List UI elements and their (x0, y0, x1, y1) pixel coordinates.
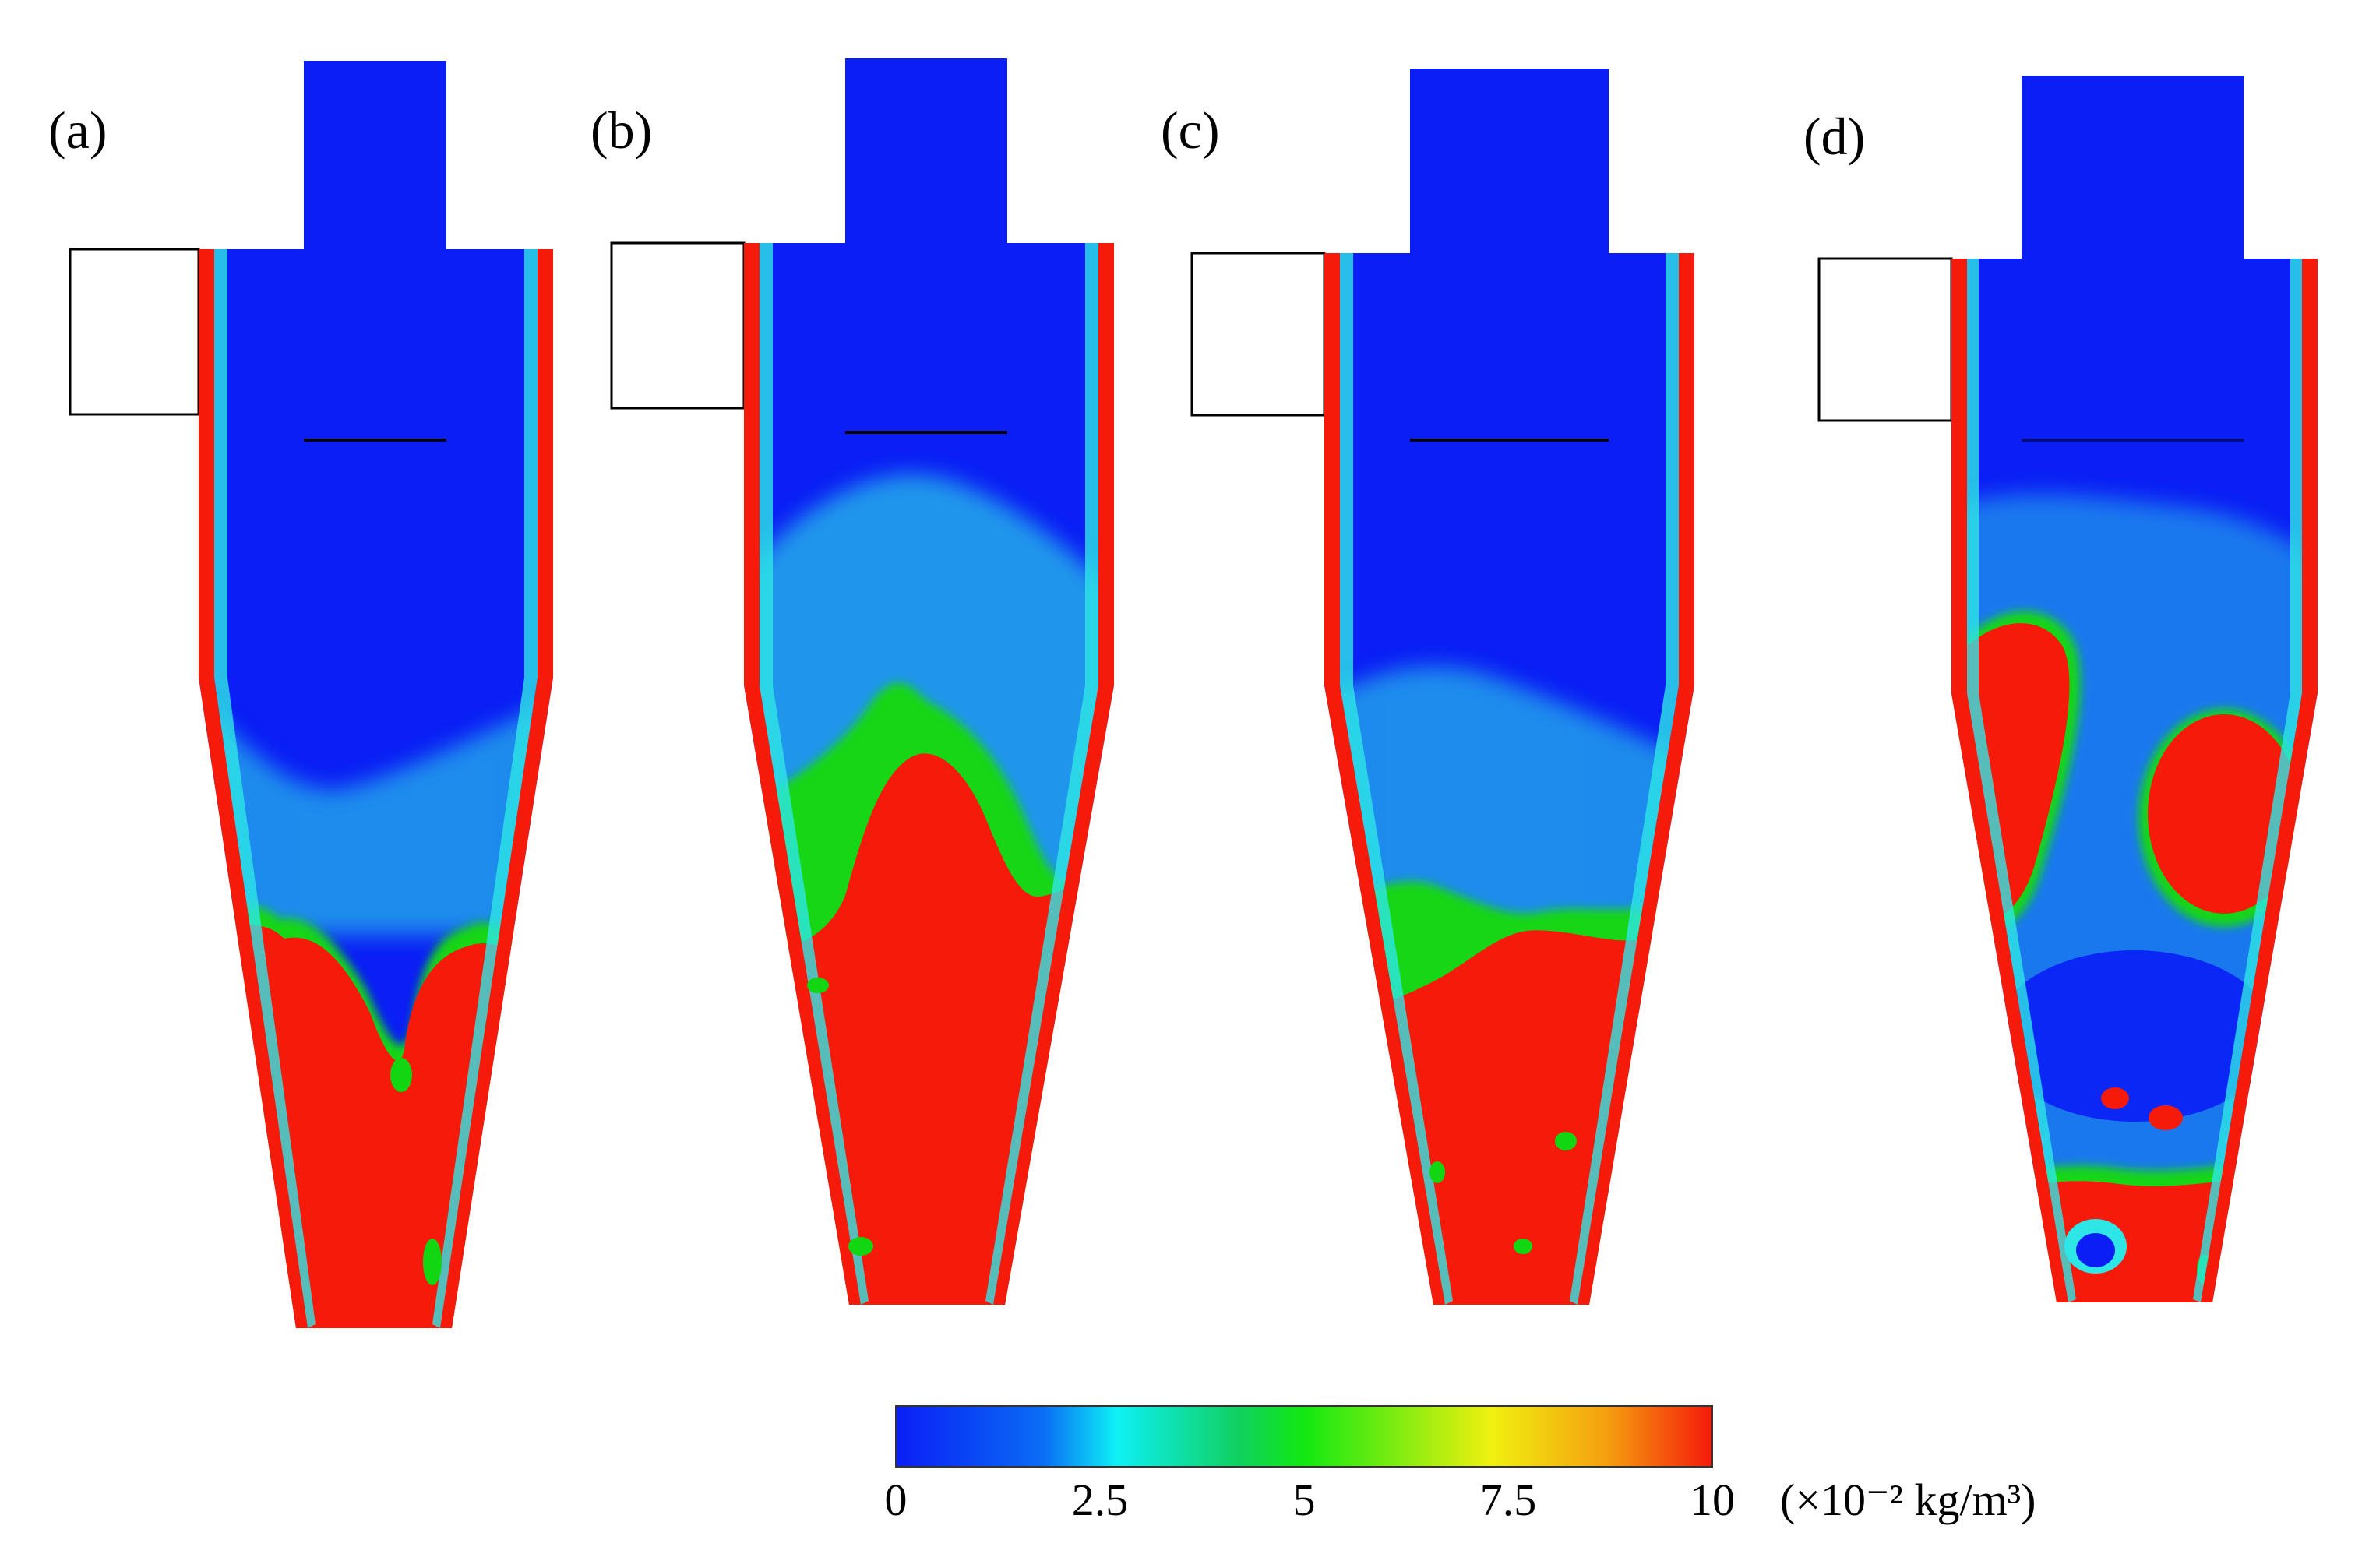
inlet-duct-b (610, 241, 746, 410)
vortex-finder-b (845, 58, 1007, 245)
panel-label-c: (c) (1161, 100, 1219, 160)
vortex-finder-c (1410, 69, 1609, 253)
colorbar-tick-7-5: 7.5 (1480, 1475, 1537, 1525)
inlet-duct-d (1817, 257, 1953, 422)
inlet-duct-c (1190, 252, 1326, 417)
colorbar-tick-2-5: 2.5 (1072, 1475, 1129, 1525)
colorbar: 0 2.5 5 7.5 10 (×10⁻² kg/m³) (885, 1405, 2036, 1525)
inlet-duct-a (69, 248, 200, 416)
cyclone-panel-c: (c) (1161, 69, 1694, 1305)
cyclone-panel-b: (b) (590, 58, 1114, 1305)
panel-label-b: (b) (590, 100, 652, 160)
cyclone-panel-a: (a) (48, 61, 553, 1328)
vortex-finder-a (304, 61, 446, 249)
colorbar-unit: (×10⁻² kg/m³) (1780, 1475, 2036, 1525)
colorbar-tick-0: 0 (885, 1475, 908, 1525)
colorbar-gradient (895, 1405, 1713, 1468)
vortex-finder-d (2022, 76, 2244, 259)
panel-label-a: (a) (48, 100, 107, 160)
cyclone-panel-d: (d) (1803, 76, 2318, 1302)
colorbar-tick-5: 5 (1293, 1475, 1316, 1525)
colorbar-tick-10: 10 (1690, 1475, 1735, 1525)
panel-label-d: (d) (1803, 107, 1865, 166)
